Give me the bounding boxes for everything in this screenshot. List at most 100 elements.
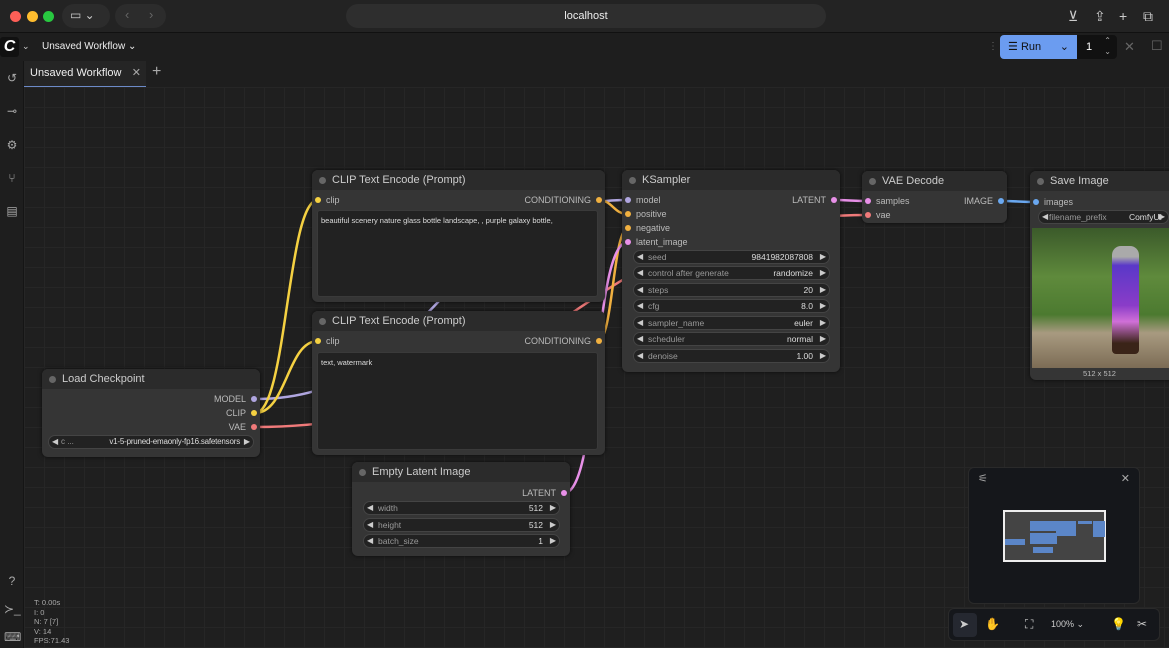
url-text: localhost bbox=[564, 10, 608, 22]
generated-image-preview[interactable] bbox=[1032, 228, 1169, 368]
chevron-down-icon[interactable]: ⌄ bbox=[1059, 41, 1069, 53]
output-image[interactable]: IMAGE bbox=[964, 195, 1007, 207]
terminal-icon[interactable]: ≻_ bbox=[4, 602, 21, 616]
queue-count-input[interactable]: 1 ⌃ ⌄ bbox=[1077, 35, 1117, 59]
node-title: KSampler bbox=[622, 170, 840, 190]
tabs-overview-icon[interactable]: ⧉ bbox=[1143, 8, 1153, 24]
fit-view-icon[interactable]: ⛶ bbox=[1025, 617, 1034, 631]
minimap[interactable]: ⚟ ✕ bbox=[968, 467, 1140, 604]
node-title: Save Image bbox=[1030, 171, 1169, 191]
sidebar-icon: ▭ ⌄ bbox=[70, 8, 95, 22]
node-save-image[interactable]: Save Image images filename_prefixComfyUI… bbox=[1030, 171, 1169, 380]
browser-toolbar: ▭ ⌄ ‹ › localhost ⊻ ⇪ + ⧉ bbox=[0, 0, 1169, 33]
download-icon[interactable]: ⊻ bbox=[1068, 8, 1079, 24]
sidebar: ↺ ⊸ ⚙ ⑂ ▤ ? ≻_ ⌨ bbox=[0, 61, 24, 648]
comfy-logo[interactable]: C bbox=[0, 37, 19, 57]
workflow-menu[interactable]: Unsaved Workflow ⌄ bbox=[42, 41, 137, 52]
hand-icon[interactable]: ✋ bbox=[985, 617, 1000, 631]
settings-sliders-icon[interactable]: ⚟ bbox=[978, 473, 988, 485]
node-title: CLIP Text Encode (Prompt) bbox=[312, 170, 605, 190]
panel-icon[interactable]: ☐ bbox=[1151, 38, 1163, 53]
node-ksampler[interactable]: KSampler model positive negative latent_… bbox=[622, 170, 840, 372]
output-latent[interactable]: LATENT bbox=[792, 194, 840, 206]
keyboard-icon[interactable]: ⌨ bbox=[4, 630, 22, 644]
zoom-dropdown[interactable]: 100% ⌄ bbox=[1051, 619, 1085, 629]
input-samples[interactable]: samples bbox=[862, 195, 910, 207]
sidebar-toggle-button[interactable]: ▭ ⌄ bbox=[62, 4, 110, 28]
node-load-checkpoint[interactable]: Load Checkpoint MODEL CLIP VAE c ...v1-5… bbox=[42, 369, 260, 457]
output-vae[interactable]: VAE bbox=[229, 421, 260, 433]
nav-buttons[interactable]: ‹ › bbox=[115, 4, 166, 28]
node-title: VAE Decode bbox=[862, 171, 1007, 191]
node-library-icon[interactable]: ⊸ bbox=[6, 104, 18, 118]
model-library-icon[interactable]: ⚙ bbox=[6, 138, 18, 152]
input-latent-image[interactable]: latent_image bbox=[622, 236, 688, 248]
widget-ckpt-name[interactable]: c ...v1-5-pruned-emaonly-fp16.safetensor… bbox=[48, 435, 254, 449]
output-latent[interactable]: LATENT bbox=[522, 487, 570, 499]
input-positive[interactable]: positive bbox=[622, 208, 667, 220]
pointer-icon: ➤ bbox=[959, 617, 970, 631]
input-images[interactable]: images bbox=[1030, 196, 1073, 208]
templates-icon[interactable]: ▤ bbox=[6, 204, 18, 218]
tab-bar bbox=[24, 61, 1169, 87]
bottle-image bbox=[1112, 246, 1139, 354]
image-size-caption: 512 x 512 bbox=[1083, 369, 1116, 378]
prompt-textarea[interactable]: beautiful scenery nature glass bottle la… bbox=[317, 210, 598, 297]
node-title: Empty Latent Image bbox=[352, 462, 570, 482]
app-menubar bbox=[0, 33, 1169, 61]
forward-icon[interactable]: › bbox=[149, 7, 154, 22]
input-vae[interactable]: vae bbox=[862, 209, 891, 221]
node-clip-text-encode-positive[interactable]: CLIP Text Encode (Prompt) clip CONDITION… bbox=[312, 170, 605, 302]
queue-icon: ☰ bbox=[1008, 41, 1018, 53]
output-conditioning[interactable]: CONDITIONING bbox=[525, 335, 606, 347]
help-icon[interactable]: ? bbox=[8, 574, 16, 588]
node-title: CLIP Text Encode (Prompt) bbox=[312, 311, 605, 331]
output-conditioning[interactable]: CONDITIONING bbox=[525, 194, 606, 206]
maximize-window-button[interactable] bbox=[43, 11, 54, 22]
run-button[interactable]: ☰ Run ⌄ bbox=[1000, 35, 1077, 59]
input-clip[interactable]: clip bbox=[312, 335, 340, 347]
input-model[interactable]: model bbox=[622, 194, 661, 206]
node-clip-text-encode-negative[interactable]: CLIP Text Encode (Prompt) clip CONDITION… bbox=[312, 311, 605, 455]
prompt-textarea[interactable]: text, watermark bbox=[317, 352, 598, 450]
node-title: Load Checkpoint bbox=[42, 369, 260, 389]
close-icon[interactable]: ✕ bbox=[1124, 39, 1135, 54]
chevron-down-icon[interactable]: ⌄ bbox=[22, 41, 30, 51]
lightbulb-icon[interactable]: 💡 bbox=[1111, 617, 1126, 631]
close-minimap-icon[interactable]: ✕ bbox=[1120, 473, 1130, 485]
input-clip[interactable]: clip bbox=[312, 194, 340, 206]
workflows-icon[interactable]: ⑂ bbox=[8, 171, 16, 185]
new-tab-button[interactable]: + bbox=[152, 63, 162, 80]
drag-handle-icon[interactable]: ⋮⋮ bbox=[988, 41, 1008, 52]
canvas-stats: T: 0.00s I: 0 N: 7 [7] V: 14 FPS:71.43 bbox=[34, 598, 70, 645]
history-icon[interactable]: ↺ bbox=[6, 71, 18, 85]
select-tool-button[interactable]: ➤ bbox=[953, 613, 977, 637]
canvas-toolbar: ➤ ✋ ⛶ 100% ⌄ 💡 ✂ bbox=[948, 608, 1160, 641]
node-vae-decode[interactable]: VAE Decode samples vae IMAGE bbox=[862, 171, 1007, 223]
close-tab-icon[interactable]: ✕ bbox=[131, 67, 141, 79]
address-bar[interactable]: localhost bbox=[346, 4, 826, 28]
tab-unsaved-workflow[interactable]: Unsaved Workflow ✕ bbox=[24, 61, 146, 87]
minimize-window-button[interactable] bbox=[27, 11, 38, 22]
close-window-button[interactable] bbox=[10, 11, 21, 22]
input-negative[interactable]: negative bbox=[622, 222, 670, 234]
minimap-viewport[interactable] bbox=[1003, 510, 1106, 562]
share-icon[interactable]: ⇪ bbox=[1094, 8, 1106, 24]
back-icon[interactable]: ‹ bbox=[125, 7, 130, 22]
output-clip[interactable]: CLIP bbox=[226, 407, 260, 419]
output-model[interactable]: MODEL bbox=[214, 393, 260, 405]
hide-links-icon[interactable]: ✂ bbox=[1137, 617, 1148, 631]
new-tab-icon[interactable]: + bbox=[1119, 8, 1128, 24]
